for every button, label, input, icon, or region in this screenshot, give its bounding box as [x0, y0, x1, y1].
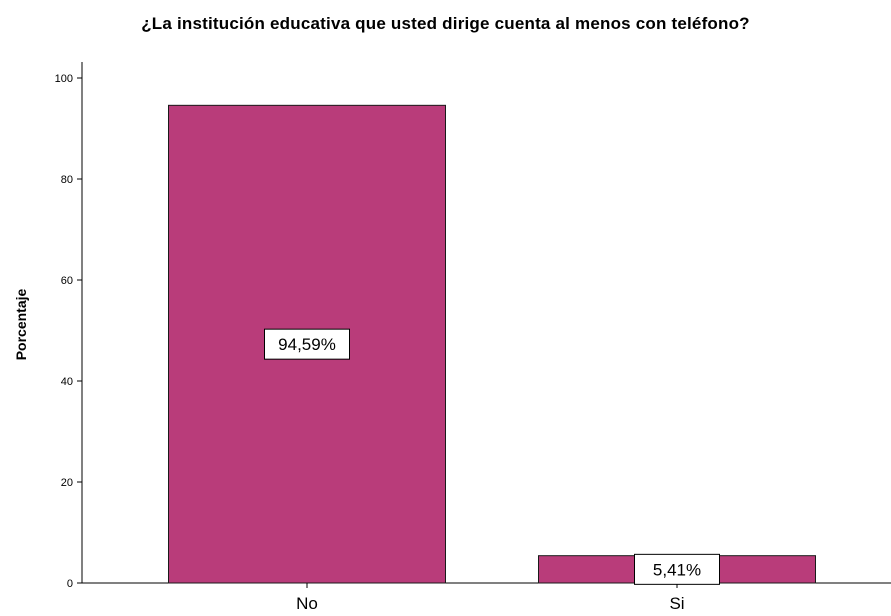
data-label: 5,41%	[653, 560, 701, 579]
y-tick-label: 20	[61, 477, 73, 489]
y-tick-label: 40	[61, 376, 73, 388]
y-tick-label: 0	[67, 578, 73, 590]
y-tick-label: 60	[61, 275, 73, 287]
data-label: 94,59%	[278, 335, 336, 354]
y-axis-title: Porcentaje	[13, 288, 29, 360]
y-tick-label: 100	[55, 73, 73, 85]
chart-title: ¿La institución educativa que usted diri…	[141, 14, 750, 33]
x-tick-label: No	[296, 594, 318, 613]
data-label-box	[634, 553, 720, 585]
data-label-box	[264, 328, 350, 360]
x-tick-label: Si	[669, 594, 684, 613]
y-tick-label: 80	[61, 174, 73, 186]
